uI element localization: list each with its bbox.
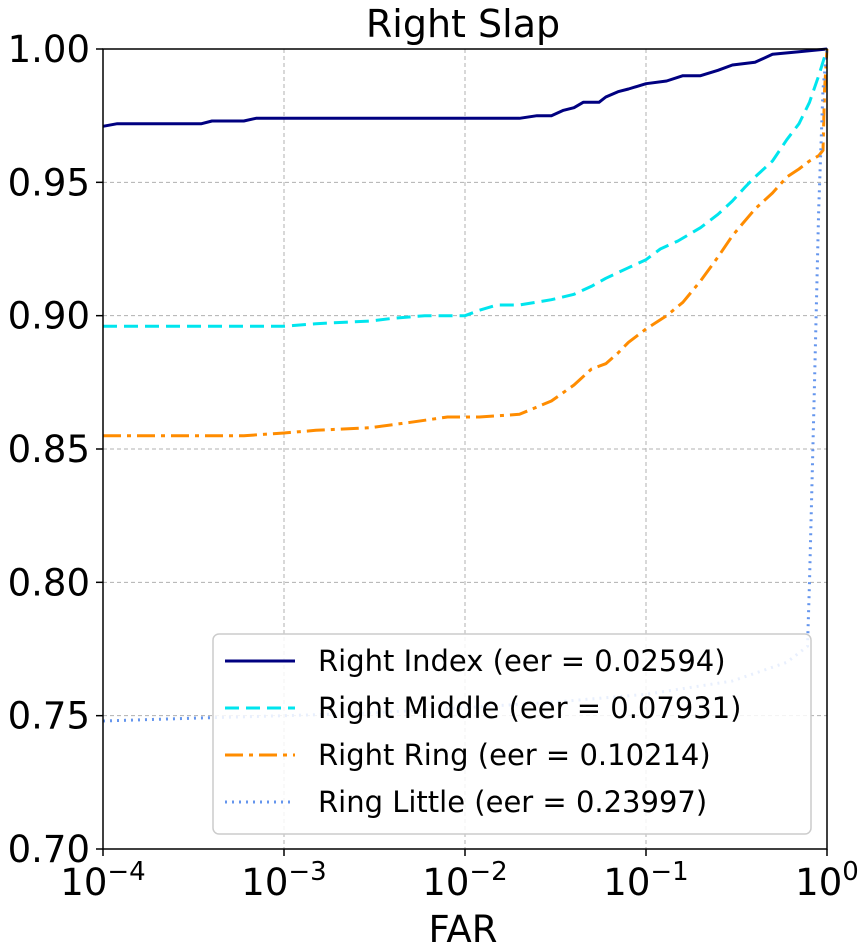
y-tick-label: 0.90: [8, 295, 90, 338]
x-tick-label: 100: [795, 857, 859, 904]
legend-label: Right Ring (eer = 0.10214): [318, 738, 711, 772]
chart-title: Right Slap: [366, 2, 560, 46]
x-tick-label: 10−3: [241, 857, 326, 904]
legend-box: [212, 633, 812, 835]
y-tick-label: 0.80: [8, 561, 90, 604]
x-axis: 10−4 10−3 10−2 10−1 100: [60, 849, 859, 904]
legend-label: Right Middle (eer = 0.07931): [318, 691, 742, 725]
series-line-3: [103, 48, 829, 438]
y-axis: 0.70 0.75 0.80 0.85 0.90 0.95 1.00: [8, 28, 103, 871]
x-tick-label: 10−1: [603, 857, 688, 904]
x-tick-label: 10−4: [60, 857, 145, 904]
x-tick-label: 10−2: [422, 857, 507, 904]
x-axis-label: FAR: [429, 908, 498, 949]
series-line-1: [102, 47, 828, 128]
y-tick-label: 0.75: [8, 695, 90, 738]
y-tick-label: 1.00: [8, 28, 90, 71]
legend: Right Index (eer = 0.02594) Right Middle …: [212, 633, 812, 835]
y-tick-label: 0.95: [8, 161, 90, 204]
y-tick-label: 0.85: [8, 428, 90, 471]
legend-label: Right Index (eer = 0.02594): [318, 644, 726, 678]
y-tick-label: 0.70: [8, 828, 90, 871]
legend-label: Ring Little (eer = 0.23997): [318, 785, 707, 819]
series-line-2: [103, 48, 829, 328]
